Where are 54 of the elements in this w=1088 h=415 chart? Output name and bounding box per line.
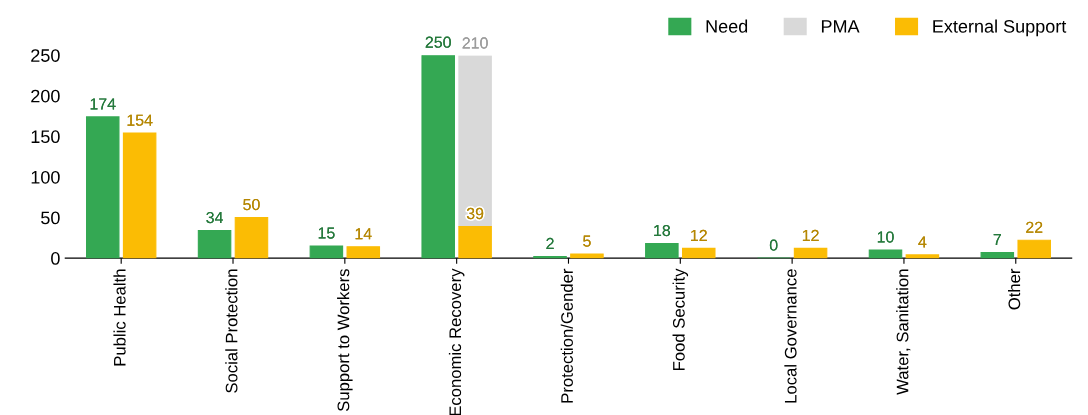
y-tick-label: 250 xyxy=(31,49,60,62)
data-label: 50 xyxy=(243,198,260,211)
data-label: 4 xyxy=(918,236,927,248)
y-tick-label: 150 xyxy=(31,130,60,144)
x-tick-label: Public Health xyxy=(113,269,126,366)
x-tick-label: Social Protection xyxy=(225,269,238,393)
data-label: 14 xyxy=(355,228,372,240)
data-label: 39 xyxy=(466,207,484,220)
bar xyxy=(868,249,903,259)
data-label: 5 xyxy=(583,235,591,247)
x-tick-label: Other xyxy=(1008,268,1021,310)
y-tick-label: 200 xyxy=(31,89,60,103)
bar xyxy=(309,245,344,259)
data-label: 12 xyxy=(802,229,819,241)
x-tick-label: Economic Recovery xyxy=(448,268,465,415)
x-tick-label: Water, Sanitation xyxy=(896,269,911,395)
data-label: 22 xyxy=(1026,221,1043,233)
data-label: 154 xyxy=(127,114,153,126)
data-label: 15 xyxy=(318,227,335,239)
y-tick-label: 50 xyxy=(41,211,60,225)
bar xyxy=(458,55,492,228)
legend-label: Need xyxy=(706,19,748,33)
data-label: 0 xyxy=(769,239,778,251)
bar xyxy=(681,247,716,259)
data-label: 250 xyxy=(425,36,451,48)
x-tick-label: Food Security xyxy=(672,268,689,370)
bar xyxy=(570,253,604,259)
x-tick-label: Protection/Gender xyxy=(560,268,573,403)
bar xyxy=(122,132,157,259)
y-tick-label: 0 xyxy=(51,252,60,265)
bar xyxy=(793,247,828,259)
bar xyxy=(85,116,120,259)
bar xyxy=(645,242,679,259)
y-tick-label: 100 xyxy=(31,170,60,184)
data-label: 7 xyxy=(993,233,1001,245)
data-label: 10 xyxy=(877,231,894,243)
x-tick-label: Local Governance xyxy=(784,269,797,403)
bar xyxy=(421,55,455,259)
data-label: 34 xyxy=(206,211,223,224)
data-label: 12 xyxy=(691,229,707,241)
data-label: 2 xyxy=(546,237,554,250)
x-tick-label: Support to Workers xyxy=(337,269,353,412)
bar xyxy=(197,229,232,259)
bar xyxy=(1017,239,1051,259)
legend-label: PMA xyxy=(821,20,860,33)
bar xyxy=(980,251,1015,259)
bar xyxy=(234,216,269,259)
data-label: 210 xyxy=(462,37,488,49)
bar xyxy=(458,225,492,259)
legend-label: External Support xyxy=(933,19,1067,37)
bar xyxy=(905,254,940,259)
bar xyxy=(346,246,381,259)
data-label: 174 xyxy=(90,98,116,110)
data-label: 18 xyxy=(654,224,671,237)
